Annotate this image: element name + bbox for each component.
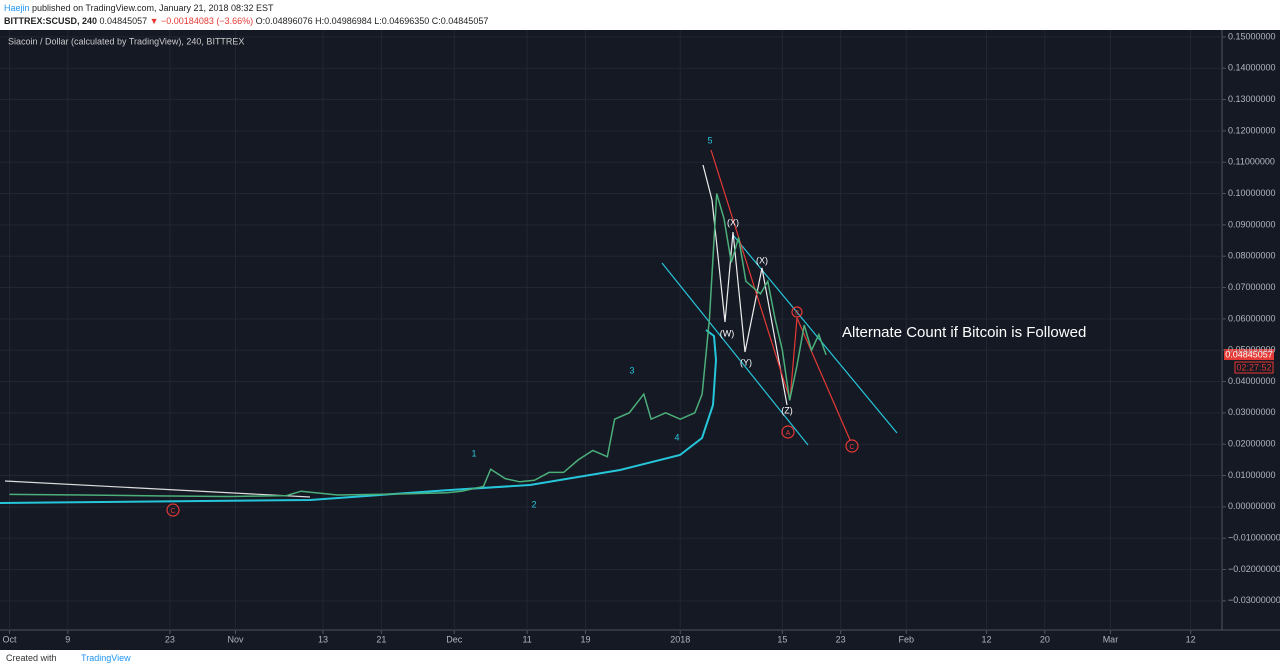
header-line: Haejin published on TradingView.com, Jan… (4, 3, 274, 13)
wave-label: (Y) (740, 357, 752, 367)
y-tick-label: −0.03000000 (1228, 595, 1280, 605)
y-tick-label: 0.09000000 (1228, 219, 1276, 229)
x-tick-label: 20 (1040, 634, 1050, 644)
x-tick-label: 12 (1186, 634, 1196, 644)
y-tick-label: 0.05000000 (1228, 345, 1276, 355)
price-line (9, 193, 827, 498)
x-tick-label: Oct (2, 634, 17, 644)
x-tick-label: 21 (376, 634, 386, 644)
footer: Created with TradingView (6, 653, 131, 663)
y-tick-label: 0.14000000 (1228, 63, 1276, 73)
y-tick-label: 0.01000000 (1228, 470, 1276, 480)
wave-label: (X) (727, 217, 739, 227)
y-tick-label: 0.04000000 (1228, 376, 1276, 386)
channel-lower (661, 262, 809, 446)
y-tick-label: 0.08000000 (1228, 251, 1276, 261)
circle (845, 439, 859, 453)
x-tick-label: 9 (65, 634, 70, 644)
y-tick-label: 0.10000000 (1228, 188, 1276, 198)
wave-label: 4 (674, 432, 679, 442)
published: published on TradingView.com, January 21… (32, 3, 274, 13)
wave-label: 2 (531, 499, 536, 509)
x-tick-label: 13 (318, 634, 328, 644)
brand[interactable]: TradingView (81, 653, 131, 663)
y-tick-label: 0.03000000 (1228, 407, 1276, 417)
y-tick-label: 0.06000000 (1228, 313, 1276, 323)
x-tick-label: Dec (446, 634, 463, 644)
wave-labels: 1 2 3 4 5 (W) (X) (Y) (X) (Z) C A C B (170, 135, 854, 514)
background (0, 30, 1280, 650)
wave-label: A (786, 430, 791, 437)
wave-lines (702, 164, 788, 406)
change: ▼ −0.00184083 (−3.66%) (149, 16, 254, 26)
wave-label: C (170, 508, 175, 515)
trendline (4, 480, 311, 498)
y-tick-label: −0.01000000 (1228, 533, 1280, 543)
x-tick-label: 11 (522, 634, 531, 644)
y-tick-label: −0.02000000 (1228, 564, 1280, 574)
countdown-box (1234, 361, 1274, 374)
x-tick-label: Nov (227, 634, 244, 644)
x-tick-label: 23 (165, 634, 175, 644)
channel-upper (732, 234, 898, 434)
symbol: BITTREX:SCUSD, 240 (4, 16, 98, 26)
y-tick-label: 0.13000000 (1228, 94, 1276, 104)
last-price: 0.04845057 (1225, 349, 1273, 359)
x-tick-label: 19 (580, 634, 590, 644)
x-tick-label: 12 (981, 634, 991, 644)
y-tick-label: 0.02000000 (1228, 439, 1276, 449)
x-tick-label: 2018 (670, 634, 690, 644)
symbol-line: BITTREX:SCUSD, 240 0.04845057 ▼ −0.00184… (4, 16, 488, 26)
wave-label: 5 (707, 135, 712, 145)
price-tag (1224, 349, 1274, 360)
wave-label: (W) (720, 328, 735, 338)
circle (791, 306, 803, 318)
chart-title: Siacoin / Dollar (calculated by TradingV… (8, 36, 244, 46)
y-tick-label: 0.12000000 (1228, 125, 1276, 135)
y-tick-label: 0.00000000 (1228, 501, 1276, 511)
x-tick-label: 23 (836, 634, 846, 644)
x-tick-label: Feb (899, 634, 915, 644)
wave-label: 1 (471, 448, 476, 458)
chart: Siacoin / Dollar (calculated by TradingV… (0, 30, 1280, 650)
y-tick-label: 0.07000000 (1228, 282, 1276, 292)
countdown: 02:27:52 (1236, 362, 1271, 372)
author: Haejin (4, 3, 30, 13)
wave-label: (X) (756, 255, 768, 265)
circle (781, 425, 795, 439)
created: Created with (6, 653, 57, 663)
price: 0.04845057 (99, 16, 148, 26)
wave-label: C (849, 444, 854, 451)
wave-label: B (795, 311, 799, 317)
circle (166, 503, 180, 517)
wave-label: 3 (629, 365, 634, 375)
y-tick-label: 0.11000000 (1228, 157, 1275, 167)
y-tick-label: 0.15000000 (1228, 31, 1276, 41)
wave-label: (Z) (781, 405, 793, 415)
red-wave (710, 149, 851, 441)
annotation: Alternate Count if Bitcoin is Followed (842, 324, 1086, 341)
ohlc: O:0.04896076 H:0.04986984 L:0.04696350 C… (255, 16, 489, 26)
x-tick-label: Mar (1103, 634, 1119, 644)
x-tick-label: 15 (777, 634, 787, 644)
